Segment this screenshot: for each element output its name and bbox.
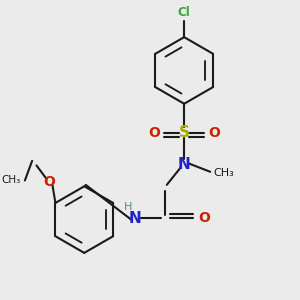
Text: O: O (148, 126, 160, 140)
Text: N: N (129, 211, 141, 226)
Text: Cl: Cl (178, 6, 190, 19)
Text: S: S (179, 125, 190, 140)
Text: O: O (208, 126, 220, 140)
Text: N: N (178, 157, 190, 172)
Text: CH₃: CH₃ (213, 168, 234, 178)
Text: CH₃: CH₃ (1, 176, 21, 185)
Text: H: H (124, 202, 132, 212)
Text: O: O (199, 211, 211, 225)
Text: O: O (44, 175, 56, 189)
